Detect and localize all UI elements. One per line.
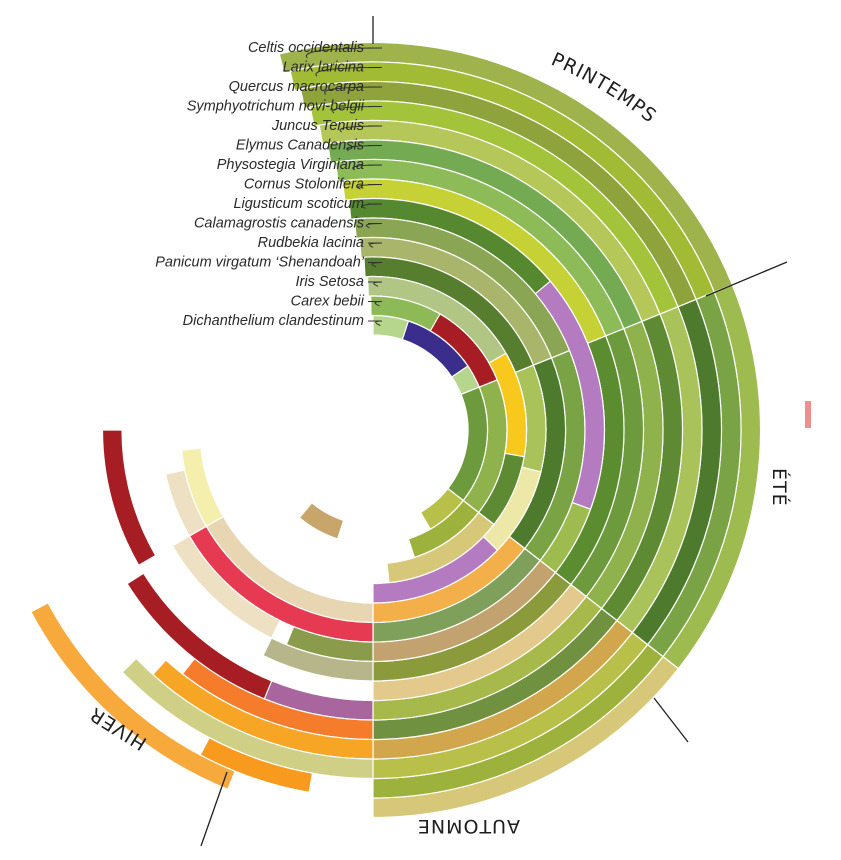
leader-line [339, 125, 383, 133]
leader-line [368, 242, 383, 248]
leader-line [368, 281, 383, 287]
winter-divider [200, 771, 228, 847]
leader-line [357, 184, 383, 190]
leader-line [352, 164, 383, 171]
leader-line [346, 145, 383, 152]
species-label: Quercus macrocarpa [229, 79, 364, 95]
ring-segment-winter [30, 601, 236, 791]
ring-segment-winter [126, 572, 273, 700]
ring-segment-winter [101, 429, 157, 567]
leader-line [368, 301, 383, 307]
ring-segment-autumn [419, 487, 465, 531]
species-label: Dichanthelium clandestinum [183, 313, 364, 329]
leader-line [315, 67, 383, 77]
season-label-summer: ÉTÉ [768, 468, 791, 507]
leader-line [332, 106, 383, 114]
species-label: Cornus Stolonifera [244, 177, 364, 193]
species-label: Elymus Canadensis [236, 138, 364, 154]
season-rings [30, 41, 762, 819]
leader-line [368, 320, 383, 326]
species-label: Physostegia Virginiana [217, 157, 364, 173]
species-label: Juncus Tenuis [271, 118, 364, 134]
summer-autumn-divider [653, 697, 689, 743]
leader-line [368, 262, 383, 268]
ring-segment-winter [199, 736, 314, 794]
ring-segment-accent [534, 280, 606, 510]
ring-segment-accent [488, 352, 528, 458]
species-label: Rudbekia lacinia [258, 235, 364, 251]
leader-line [362, 203, 383, 209]
season-label-autumn: AUTOMNE [417, 815, 520, 837]
ring-segment-accent [298, 501, 345, 540]
species-label: Calamagrostis canadensis [194, 216, 364, 232]
leader-line [324, 86, 383, 95]
species-label: Panicum virgatum ‘Shenandoah’ [155, 255, 365, 271]
leader-line [366, 223, 383, 229]
ring-segment-winter [180, 447, 225, 528]
species-label: Iris Setosa [296, 274, 365, 290]
ring-segment-winter [171, 535, 281, 639]
spring-summer-divider [705, 261, 788, 297]
ring-segment-accent [429, 313, 498, 388]
season-divider-lines [200, 16, 788, 847]
ring-segment-accent [482, 466, 542, 552]
species-label: Ligusticum scoticum [233, 196, 364, 212]
leader-line [305, 47, 383, 59]
species-labels: Celtis occidentalis Larix laricina Quercus… [155, 40, 365, 329]
species-label: Carex bebii [291, 294, 365, 310]
species-label: Symphyotrichum novi-belgii [187, 99, 365, 115]
accent-marker [805, 401, 811, 428]
label-leader-lines [305, 47, 383, 326]
species-label: Larix laricina [283, 60, 364, 76]
species-label: Celtis occidentalis [248, 40, 364, 56]
